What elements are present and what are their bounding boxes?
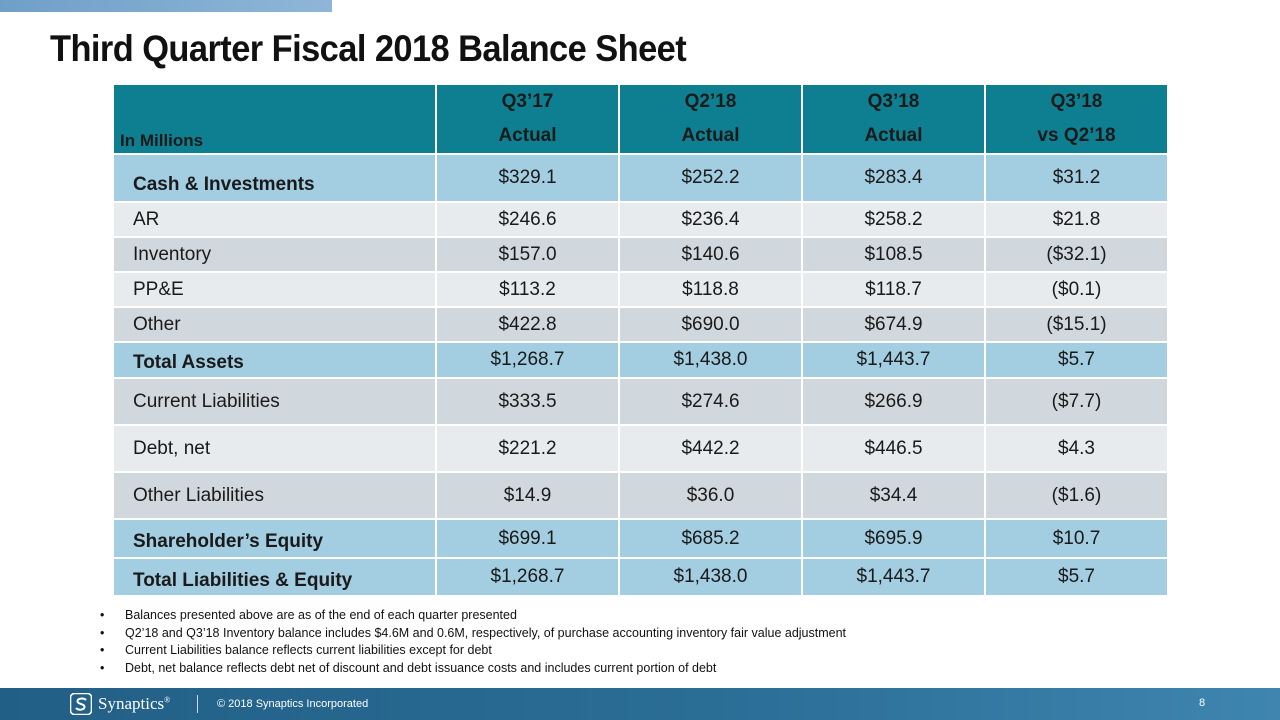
row-label: Total Liabilities & Equity [112, 557, 437, 597]
table-row-total-liabilities-equity: Total Liabilities & Equity $1,268.7 $1,4… [112, 557, 1169, 597]
footnote-item: Current Liabilities balance reflects cur… [100, 642, 846, 660]
row-label: Total Assets [112, 341, 437, 379]
cell-value: $10.7 [984, 518, 1169, 559]
page-number: 8 [1199, 697, 1206, 709]
cell-value: $118.8 [618, 271, 803, 308]
cell-value: $246.6 [435, 201, 620, 238]
table-row-inventory: Inventory $157.0 $140.6 $108.5 ($32.1) [112, 236, 1169, 273]
table-header-row: In Millions Q3’17 Actual Q2’18 Actual Q3… [112, 83, 1169, 155]
table-row-other-liabilities: Other Liabilities $14.9 $36.0 $34.4 ($1.… [112, 471, 1169, 520]
cell-value: $236.4 [618, 201, 803, 238]
cell-value: ($15.1) [984, 306, 1169, 343]
cell-value: $695.9 [801, 518, 986, 559]
cell-value: $1,438.0 [618, 341, 803, 379]
logo-text: Synaptics [98, 694, 165, 713]
table-row-ppe: PP&E $113.2 $118.8 $118.7 ($0.1) [112, 271, 1169, 308]
cell-value: ($7.7) [984, 377, 1169, 426]
row-label: PP&E [112, 271, 437, 308]
cell-value: $329.1 [435, 153, 620, 203]
synaptics-logo-icon [70, 693, 92, 715]
cell-value: $5.7 [984, 341, 1169, 379]
units-label: In Millions [120, 131, 204, 150]
cell-value: $4.3 [984, 424, 1169, 473]
cell-value: $1,438.0 [618, 557, 803, 597]
logo-wordmark: Synaptics® [98, 694, 170, 714]
row-label: Current Liabilities [112, 377, 437, 426]
footnote-item: Debt, net balance reflects debt net of d… [100, 660, 846, 678]
column-header-line2: Actual [498, 125, 557, 146]
column-header-line1: Q3’18 [867, 91, 920, 112]
cell-value: $674.9 [801, 306, 986, 343]
column-header-line1: Q3’17 [501, 91, 554, 112]
cell-value: $333.5 [435, 377, 620, 426]
table-row-total-assets: Total Assets $1,268.7 $1,438.0 $1,443.7 … [112, 341, 1169, 379]
cell-value: $21.8 [984, 201, 1169, 238]
column-header-q3-17: Q3’17 Actual [435, 83, 620, 155]
cell-value: $140.6 [618, 236, 803, 273]
row-label: AR [112, 201, 437, 238]
registered-mark: ® [164, 695, 171, 705]
cell-value: $699.1 [435, 518, 620, 559]
cell-value: $157.0 [435, 236, 620, 273]
cell-value: $446.5 [801, 424, 986, 473]
cell-value: $221.2 [435, 424, 620, 473]
table-row-current-liabilities: Current Liabilities $333.5 $274.6 $266.9… [112, 377, 1169, 426]
cell-value: $690.0 [618, 306, 803, 343]
row-label: Other [112, 306, 437, 343]
column-header-line2: Actual [864, 125, 923, 146]
cell-value: $36.0 [618, 471, 803, 520]
cell-value: $113.2 [435, 271, 620, 308]
column-header-line1: Q2’18 [684, 91, 737, 112]
footnote-item: Balances presented above are as of the e… [100, 607, 846, 625]
cell-value: $31.2 [984, 153, 1169, 203]
cell-value: ($1.6) [984, 471, 1169, 520]
column-header-line2: Actual [681, 125, 740, 146]
cell-value: $442.2 [618, 424, 803, 473]
column-header-variance: Q3’18 vs Q2’18 [984, 83, 1169, 155]
cell-value: $252.2 [618, 153, 803, 203]
table-row-ar: AR $246.6 $236.4 $258.2 $21.8 [112, 201, 1169, 238]
table-row-cash-investments: Cash & Investments $329.1 $252.2 $283.4 … [112, 153, 1169, 203]
cell-value: $266.9 [801, 377, 986, 426]
cell-value: $1,268.7 [435, 341, 620, 379]
footer-divider [197, 695, 198, 713]
cell-value: $1,443.7 [801, 557, 986, 597]
cell-value: $274.6 [618, 377, 803, 426]
copyright-text: © 2018 Synaptics Incorporated [217, 698, 369, 710]
table-row-debt-net: Debt, net $221.2 $442.2 $446.5 $4.3 [112, 424, 1169, 473]
column-header-line2: vs Q2’18 [1037, 125, 1116, 146]
column-header-line1: Q3’18 [1050, 91, 1103, 112]
cell-value: $1,443.7 [801, 341, 986, 379]
cell-value: $1,268.7 [435, 557, 620, 597]
cell-value: $283.4 [801, 153, 986, 203]
row-label: Shareholder’s Equity [112, 518, 437, 559]
balance-sheet-table: In Millions Q3’17 Actual Q2’18 Actual Q3… [112, 83, 1169, 597]
row-label: Cash & Investments [112, 153, 437, 203]
cell-value: $5.7 [984, 557, 1169, 597]
column-header-q2-18: Q2’18 Actual [618, 83, 803, 155]
cell-value: $422.8 [435, 306, 620, 343]
cell-value: $118.7 [801, 271, 986, 308]
cell-value: $34.4 [801, 471, 986, 520]
table-row-shareholders-equity: Shareholder’s Equity $699.1 $685.2 $695.… [112, 518, 1169, 559]
footer-bar: Synaptics® © 2018 Synaptics Incorporated… [0, 688, 1280, 720]
cell-value: $258.2 [801, 201, 986, 238]
cell-value: $685.2 [618, 518, 803, 559]
footnotes-list: Balances presented above are as of the e… [100, 607, 846, 677]
row-label: Inventory [112, 236, 437, 273]
cell-value: $14.9 [435, 471, 620, 520]
cell-value: ($32.1) [984, 236, 1169, 273]
column-header-q3-18: Q3’18 Actual [801, 83, 986, 155]
page-title: Third Quarter Fiscal 2018 Balance Sheet [50, 28, 687, 69]
footnote-item: Q2’18 and Q3’18 Inventory balance includ… [100, 625, 846, 643]
row-label: Debt, net [112, 424, 437, 473]
cell-value: $108.5 [801, 236, 986, 273]
units-header: In Millions [112, 83, 437, 155]
row-label: Other Liabilities [112, 471, 437, 520]
top-accent-bar [0, 0, 332, 12]
table-row-other: Other $422.8 $690.0 $674.9 ($15.1) [112, 306, 1169, 343]
cell-value: ($0.1) [984, 271, 1169, 308]
